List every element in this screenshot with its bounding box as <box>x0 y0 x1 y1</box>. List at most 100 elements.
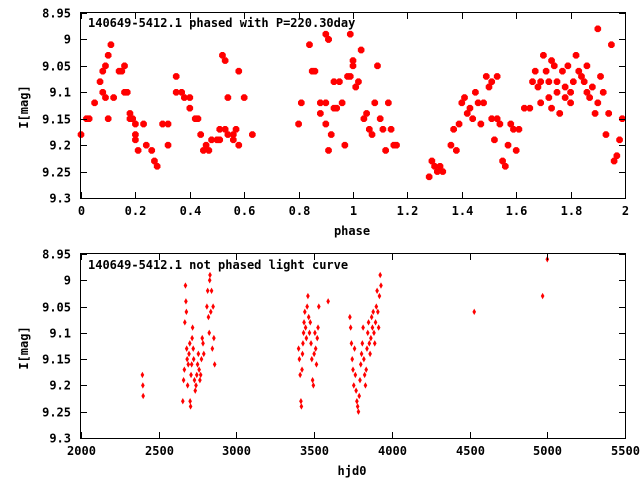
data-point <box>548 104 555 112</box>
data-point <box>379 282 383 289</box>
data-point <box>355 398 359 405</box>
data-point <box>197 366 201 373</box>
data-point <box>188 403 193 410</box>
data-point <box>107 41 115 49</box>
data-point <box>583 62 591 70</box>
phased-y-tick-label: 9.15 <box>42 113 71 127</box>
data-point <box>599 88 607 96</box>
data-point <box>304 334 309 342</box>
data-point <box>194 371 199 379</box>
data-point <box>561 94 569 101</box>
phased-plot-frame <box>80 12 626 199</box>
phased-y-tick-label: 8.95 <box>42 7 71 21</box>
data-point <box>184 345 189 352</box>
data-point <box>182 366 187 373</box>
data-point <box>240 94 248 101</box>
unphased-y-tick-label: 9.2 <box>49 379 71 393</box>
data-point <box>99 88 107 96</box>
data-point <box>572 51 580 59</box>
data-point <box>310 376 315 384</box>
data-point <box>216 136 224 144</box>
data-point <box>341 141 349 149</box>
phased-y-tick-label: 9 <box>64 33 71 47</box>
data-point <box>594 25 602 33</box>
data-point <box>501 162 509 170</box>
data-point <box>540 51 547 59</box>
data-point <box>194 115 202 123</box>
data-point <box>187 340 192 347</box>
unphased-plot-frame <box>80 253 626 439</box>
data-point <box>567 88 574 96</box>
data-point <box>361 324 365 331</box>
data-point <box>537 99 545 107</box>
data-point <box>132 136 139 144</box>
data-point <box>567 99 574 107</box>
data-point <box>488 115 496 123</box>
data-point <box>322 120 330 128</box>
data-point <box>235 141 243 149</box>
data-point <box>586 94 593 101</box>
data-point <box>349 57 357 64</box>
data-point <box>190 324 195 331</box>
data-point <box>191 345 196 352</box>
phased-x-tick-labels: 0 0.2 0.4 0.6 0.8 1 1.2 1.4 1.6 1.8 2 <box>78 204 629 218</box>
unphased-x-tick-label: 4500 <box>456 444 485 458</box>
unphased-x-tick-label: 5000 <box>533 444 562 458</box>
data-point <box>207 277 212 284</box>
data-point <box>359 350 364 358</box>
phased-panel: 8.95 9 9.05 9.1 9.15 9.2 9.25 9.3 0 0.2 0.4 0.6 0.8… <box>17 7 629 239</box>
data-point <box>99 67 107 75</box>
data-point <box>330 78 338 86</box>
data-point <box>297 355 302 363</box>
data-point <box>353 371 358 379</box>
data-point <box>317 110 324 117</box>
data-point <box>461 94 468 101</box>
data-point <box>296 345 301 352</box>
data-point <box>96 78 104 86</box>
data-point <box>333 104 341 112</box>
data-point <box>212 361 217 368</box>
data-point <box>488 78 496 86</box>
data-point <box>377 292 382 300</box>
data-point <box>134 147 142 154</box>
data-point <box>301 340 305 347</box>
phased-x-tick-label: 2 <box>622 204 629 218</box>
data-point <box>368 131 376 138</box>
data-point <box>534 83 542 91</box>
data-point <box>317 99 324 107</box>
data-point <box>191 355 196 363</box>
unphased-ticks <box>81 254 626 439</box>
data-point <box>327 131 335 138</box>
data-point <box>597 73 604 80</box>
data-point <box>201 340 205 347</box>
data-point <box>385 99 392 107</box>
data-point <box>463 110 471 117</box>
unphased-y-axis-label: I[mag] <box>17 326 31 369</box>
data-point <box>605 110 613 117</box>
phased-y-tick-label: 9.2 <box>49 139 71 153</box>
data-point <box>357 392 362 400</box>
unphased-x-tick-label: 5500 <box>611 444 640 458</box>
data-point <box>205 147 213 154</box>
data-point <box>102 62 109 70</box>
data-point <box>208 271 212 279</box>
data-point <box>608 41 615 49</box>
data-point <box>141 382 145 389</box>
data-point <box>306 313 311 321</box>
data-point <box>307 329 312 337</box>
phased-x-tick-label: 1.4 <box>452 204 474 218</box>
unphased-x-tick-label: 4000 <box>378 444 407 458</box>
unphased-x-tick-label: 3000 <box>222 444 251 458</box>
data-point <box>219 51 226 59</box>
data-point <box>357 46 365 54</box>
unphased-panel: 8.95 9 9.05 9.1 9.15 9.2 9.25 9.3 2000 2500 3000 3… <box>17 248 640 479</box>
data-point <box>184 308 189 316</box>
data-point <box>164 120 172 128</box>
data-point <box>507 120 515 128</box>
data-point <box>224 131 232 138</box>
data-point <box>189 361 194 368</box>
data-point <box>362 371 367 379</box>
data-point <box>545 94 553 101</box>
data-point <box>159 120 166 128</box>
data-point <box>526 104 534 112</box>
